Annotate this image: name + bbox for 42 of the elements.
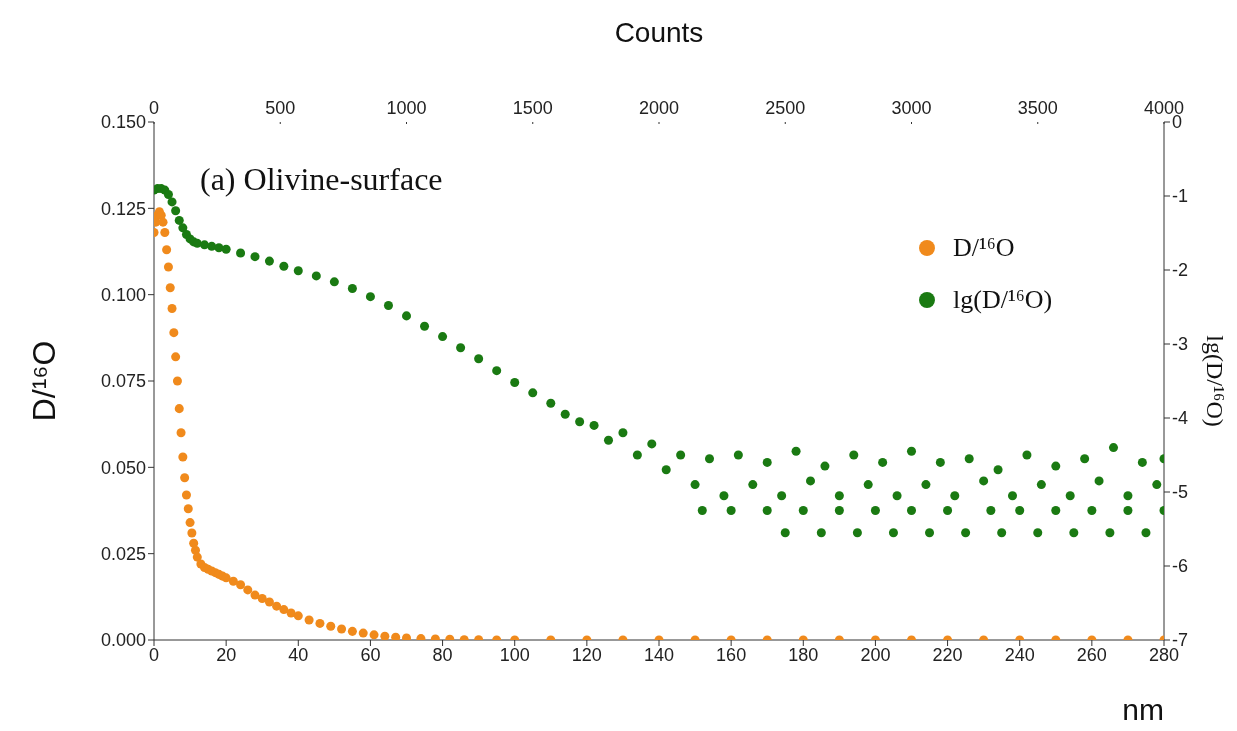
x-tick-label: 20 bbox=[216, 644, 237, 665]
y-tick-label: 0.050 bbox=[100, 457, 146, 478]
y-tick-label: 0.075 bbox=[100, 371, 146, 392]
x-tick-label: 120 bbox=[571, 644, 602, 665]
x2-tick-label: 2500 bbox=[765, 98, 806, 118]
y-tick-label: 0.150 bbox=[100, 112, 146, 133]
x2-tick-label: 3000 bbox=[891, 98, 932, 118]
y-tick-label: 0.100 bbox=[100, 285, 146, 306]
y-tick-label: 0.125 bbox=[100, 198, 146, 219]
x2-tick-label: 500 bbox=[265, 98, 296, 118]
x-tick-label: 160 bbox=[716, 644, 747, 665]
x2-tick-label: 1500 bbox=[512, 98, 553, 118]
y2-tick-label: -6 bbox=[1172, 556, 1189, 577]
y2-axis-title: lg(D/¹⁶O) bbox=[1202, 335, 1229, 427]
x-tick-label: 240 bbox=[1004, 644, 1035, 665]
y2-tick-label: -5 bbox=[1172, 482, 1189, 503]
x2-tick-label: 1000 bbox=[386, 98, 427, 118]
y2-tick-label: -1 bbox=[1172, 186, 1189, 207]
x-tick-label: 40 bbox=[288, 644, 309, 665]
x2-axis-title: Counts bbox=[614, 17, 704, 48]
legend-label: D/¹⁶O bbox=[953, 232, 1015, 264]
x-tick-label: 80 bbox=[432, 644, 453, 665]
x2-tick-label: 3500 bbox=[1017, 98, 1058, 118]
x-tick-label: 220 bbox=[932, 644, 963, 665]
text: (a) Olivine-surface bbox=[200, 161, 443, 197]
y2-tick-label: -3 bbox=[1172, 334, 1189, 355]
x-tick-label: 200 bbox=[860, 644, 891, 665]
x-tick-label: 60 bbox=[360, 644, 381, 665]
y2-tick-label: -2 bbox=[1172, 260, 1189, 281]
x2-tick-label: 2000 bbox=[638, 98, 680, 118]
x-tick-label: 260 bbox=[1076, 644, 1107, 665]
x2-tick-label: 0 bbox=[148, 98, 160, 118]
x-tick-label: 100 bbox=[499, 644, 530, 665]
x-tick-label: 140 bbox=[643, 644, 675, 665]
legend-label: lg(D/¹⁶O) bbox=[953, 284, 1053, 316]
x-axis-title: nm bbox=[1122, 693, 1164, 726]
y2-tick-label: -4 bbox=[1172, 408, 1189, 429]
y-tick-label: 0.000 bbox=[100, 630, 146, 651]
x-tick-label: 180 bbox=[788, 644, 819, 665]
y-axis-title: D/¹⁶O bbox=[26, 340, 63, 422]
x-tick-label: 0 bbox=[148, 644, 160, 665]
y-tick-label: 0.025 bbox=[100, 544, 146, 565]
